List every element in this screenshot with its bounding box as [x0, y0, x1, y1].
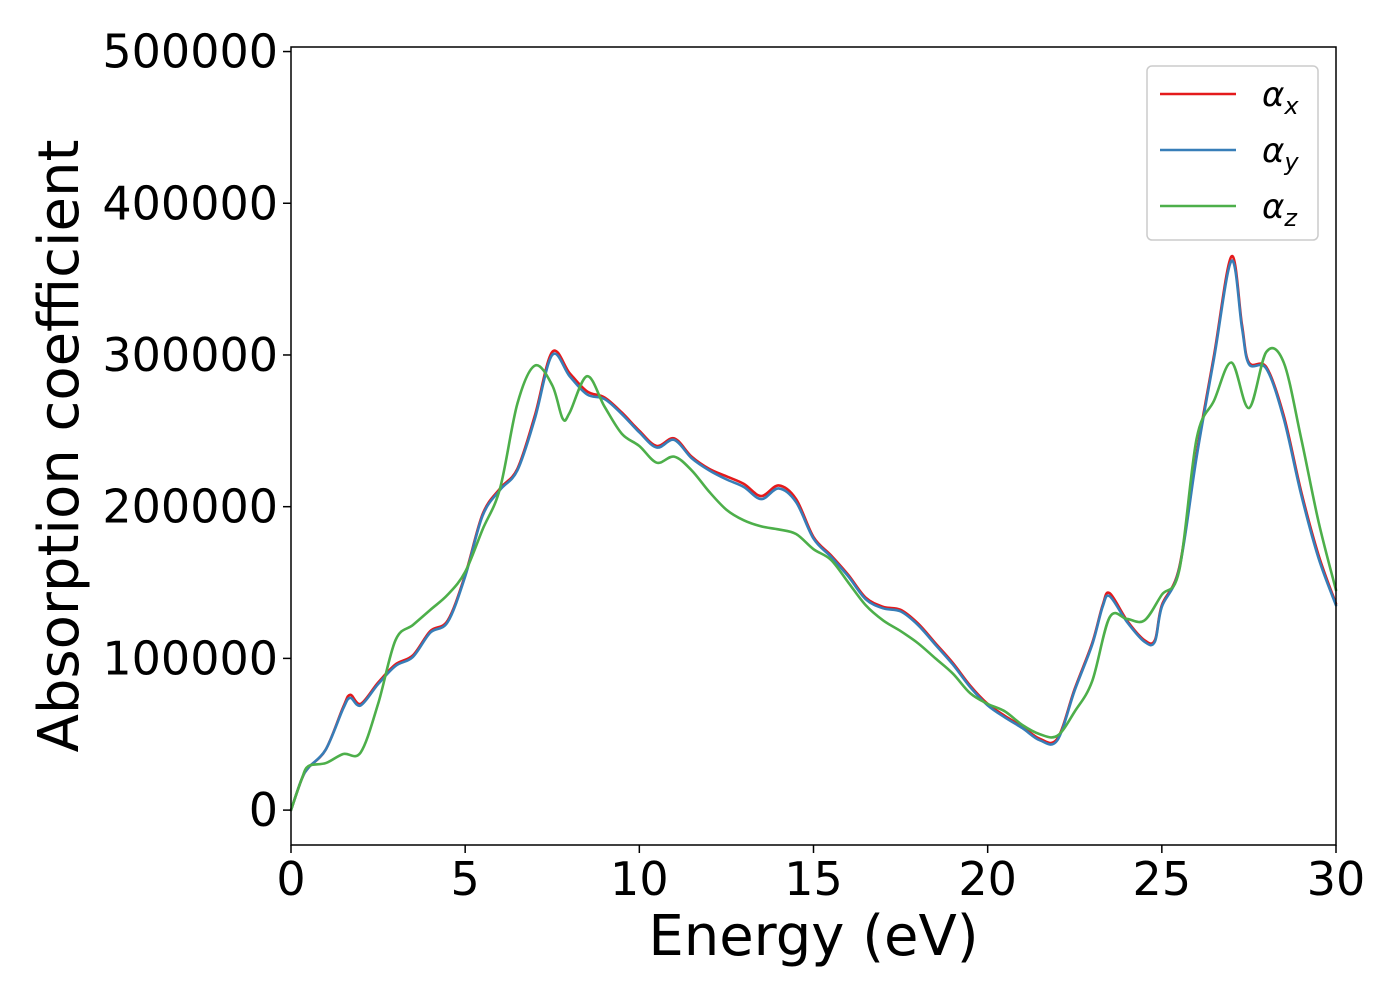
x-tick-label: 5 — [451, 852, 480, 906]
x-axis-title: Energy (eV) — [648, 904, 978, 969]
x-tick-label: 30 — [1307, 852, 1366, 906]
legend-subscript: y — [1283, 148, 1299, 176]
legend-subscript: z — [1283, 204, 1298, 232]
series-line-z — [289, 346, 1338, 812]
y-axis: 0 100000 200000 300000 400000 500000 — [102, 25, 291, 837]
x-tick-label: 25 — [1133, 852, 1192, 906]
legend-label-y: αy — [1262, 131, 1299, 176]
y-tick-label: 400000 — [102, 176, 278, 230]
legend-symbol: α — [1262, 75, 1284, 115]
x-tick-label: 15 — [784, 852, 843, 906]
legend-label-z: αz — [1262, 187, 1298, 232]
x-tick-label: 10 — [610, 852, 669, 906]
y-axis-title: Absorption coefficient — [27, 140, 92, 753]
y-tick-label: 500000 — [102, 25, 278, 79]
y-tick-label: 0 — [249, 783, 278, 837]
series-layer — [289, 255, 1338, 812]
legend-box — [1146, 65, 1319, 241]
x-tick-label: 20 — [958, 852, 1017, 906]
x-axis: 0 5 10 15 20 25 30 — [276, 845, 1365, 906]
legend-symbol: α — [1262, 131, 1284, 171]
y-tick-label: 200000 — [102, 480, 278, 534]
legend-subscript: x — [1283, 92, 1299, 120]
y-tick-label: 100000 — [102, 631, 278, 685]
legend-symbol: α — [1262, 187, 1284, 227]
y-tick-label: 300000 — [102, 328, 278, 382]
x-tick-label: 0 — [276, 852, 305, 906]
legend-label-x: αx — [1262, 75, 1299, 120]
